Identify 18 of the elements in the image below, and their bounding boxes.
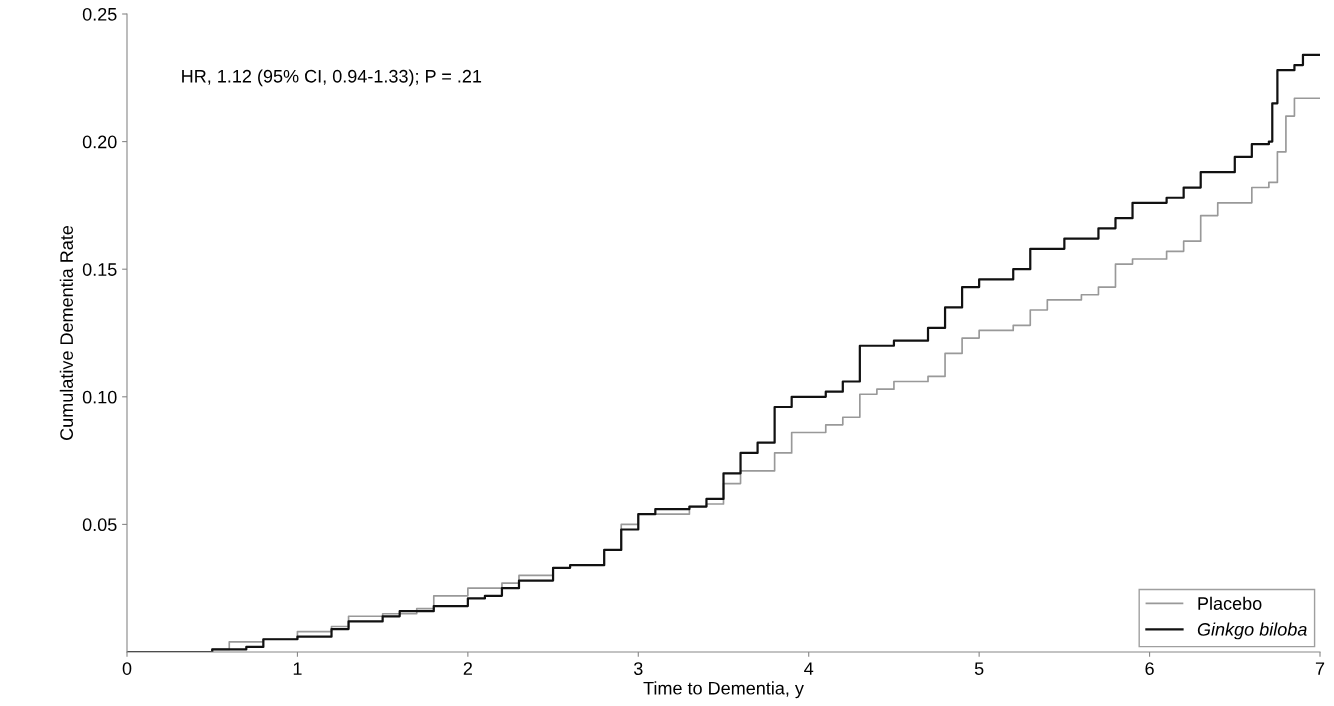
- legend-label: Ginkgo biloba: [1197, 622, 1307, 640]
- y-tick-label: 0.10: [82, 390, 117, 404]
- x-tick-label: 4: [804, 662, 814, 675]
- y-tick-label: 0.25: [82, 7, 117, 21]
- x-tick-label: 6: [1145, 662, 1154, 675]
- y-tick-label: 0.05: [82, 518, 117, 532]
- legend-label: Placebo: [1198, 596, 1262, 610]
- x-tick-label: 2: [463, 662, 472, 675]
- x-tick-label: 0: [122, 662, 132, 675]
- annotation: HR, 1.12 (95% CI, 0.94-1.33); P = .21: [182, 69, 482, 87]
- x-tick-label: 7: [1315, 662, 1325, 675]
- x-tick-label: 3: [633, 662, 643, 675]
- x-tick-label: 5: [974, 662, 984, 675]
- x-axis-title: Time to Dementia, y: [643, 681, 804, 699]
- y-tick-label: 0.15: [82, 263, 117, 276]
- y-tick-label: 0.20: [82, 135, 117, 149]
- x-tick-label: 1: [293, 662, 302, 675]
- y-axis-title: Cumulative Dementia Rate: [59, 225, 74, 440]
